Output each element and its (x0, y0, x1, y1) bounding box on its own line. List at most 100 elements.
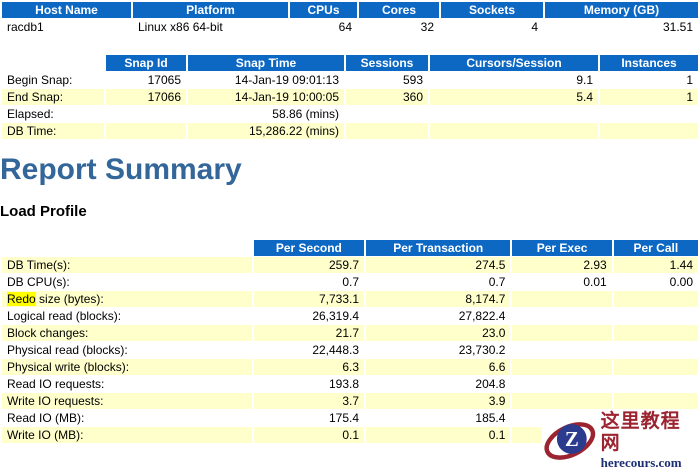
per-transaction-header: Per Transaction (366, 240, 511, 256)
metric-label-cell: Redo size (bytes): (2, 291, 252, 307)
metric-label-rest: size (bytes): (35, 292, 104, 306)
logical-read-metric-row: Logical read (blocks): 26,319.4 27,822.4 (2, 308, 698, 324)
per-transaction-cell: 23,730.2 (458, 343, 506, 357)
snap-time-cell: 14-Jan-19 10:00:05 (188, 89, 344, 105)
per-exec-cell (512, 359, 612, 375)
per-call-cell (613, 325, 698, 341)
sessions-cell (346, 106, 428, 122)
per-exec-cell: 2.93 (512, 257, 612, 273)
sockets-cell: 4 (531, 20, 538, 34)
per-second-cell: 7,733.1 (253, 291, 365, 307)
metric-label-cell: Write IO requests: (2, 393, 252, 409)
per-transaction-cell: 204.8 (475, 377, 506, 391)
per-second-cell: 175.4 (329, 411, 360, 425)
block-changes-metric-row: Block changes: 21.7 23.0 (2, 325, 698, 341)
snap-id-cell (106, 123, 186, 139)
snap-id-cell: 17066 (106, 89, 186, 105)
host-info-header-row: Host Name Platform CPUs Cores Sockets Me… (2, 2, 698, 18)
instances-cell (600, 123, 698, 139)
per-second-cell: 193.8 (329, 377, 360, 391)
metric-label-cell: DB CPU(s): (7, 275, 70, 289)
per-exec-cell (512, 393, 612, 409)
per-transaction-cell: 8,174.7 (366, 291, 511, 307)
elapsed-row: Elapsed: 58.86 (mins) (2, 106, 698, 122)
logo-letter: Z (565, 427, 579, 451)
snap-id-cell (106, 106, 186, 122)
row-label-cell: Begin Snap: (7, 73, 73, 87)
metric-label-cell: Logical read (blocks): (7, 309, 122, 323)
host-name-cell: racdb1 (7, 20, 44, 34)
load-profile-title: Load Profile (0, 203, 87, 220)
metric-label-cell: Write IO (MB): (2, 427, 252, 443)
snap-time-cell: 14-Jan-19 09:01:13 (234, 73, 339, 87)
per-transaction-cell: 274.5 (366, 257, 511, 273)
load-profile-table: Per Second Per Transaction Per Exec Per … (0, 239, 700, 444)
physical-read-metric-row: Physical read (blocks): 22,448.3 23,730.… (2, 342, 698, 358)
memory-header: Memory (GB) (545, 2, 698, 18)
metric-label-cell: Read IO requests: (7, 377, 105, 391)
per-exec-cell (512, 325, 612, 341)
per-call-cell (614, 342, 698, 358)
memory-cell: 31.51 (662, 20, 693, 34)
per-call-cell (614, 376, 698, 392)
host-name-header: Host Name (2, 2, 131, 18)
per-exec-cell (512, 342, 611, 358)
per-call-cell (614, 308, 698, 324)
read-io-requests-metric-row: Read IO requests: 193.8 204.8 (2, 376, 698, 392)
read-io-mb-metric-row: Read IO (MB): 175.4 185.4 (2, 410, 698, 426)
row-label-cell: End Snap: (2, 89, 104, 105)
per-transaction-cell: 6.6 (366, 359, 511, 375)
snap-id-header: Snap Id (106, 55, 186, 71)
instances-cell: 1 (686, 73, 693, 87)
per-transaction-cell: 185.4 (475, 411, 506, 425)
snapshot-blank-header (2, 55, 104, 71)
sockets-header: Sockets (441, 2, 543, 18)
platform-cell: Linux x86 64-bit (138, 20, 223, 34)
cursors-cell: 9.1 (576, 73, 593, 87)
sessions-cell: 360 (346, 89, 428, 105)
site-watermark: Z 这里教程网 herecours.com (542, 409, 700, 471)
metric-label-cell: DB Time(s): (2, 257, 252, 273)
per-transaction-cell: 0.7 (488, 275, 506, 289)
per-call-cell (613, 359, 698, 375)
host-info-row: racdb1 Linux x86 64-bit 64 32 4 31.51 (2, 19, 698, 35)
per-transaction-cell: 27,822.4 (458, 309, 506, 323)
search-highlight: Redo (7, 292, 36, 306)
cores-header: Cores (359, 2, 439, 18)
metric-label-cell: Read IO (MB): (7, 411, 85, 425)
write-io-requests-metric-row: Write IO requests: 3.7 3.9 (2, 393, 698, 409)
row-label-cell: Elapsed: (7, 107, 54, 121)
cores-cell: 32 (420, 20, 434, 34)
instances-header: Instances (600, 55, 698, 71)
report-summary-title: Report Summary (0, 153, 242, 186)
per-call-cell (613, 291, 698, 307)
per-second-cell: 21.7 (253, 325, 365, 341)
physical-write-metric-row: Physical write (blocks): 6.3 6.6 (2, 359, 698, 375)
per-exec-header: Per Exec (512, 240, 612, 256)
per-second-cell: 3.7 (253, 393, 365, 409)
row-label-cell: DB Time: (2, 123, 104, 139)
per-exec-cell: 0.01 (583, 275, 607, 289)
host-info-table: Host Name Platform CPUs Cores Sockets Me… (0, 1, 700, 36)
per-call-cell: 0.00 (669, 275, 693, 289)
per-call-cell (613, 393, 698, 409)
sessions-header: Sessions (346, 55, 428, 71)
per-second-cell: 6.3 (253, 359, 365, 375)
per-second-cell: 259.7 (253, 257, 365, 273)
per-call-cell: 1.44 (613, 257, 698, 273)
per-second-cell: 0.7 (342, 275, 360, 289)
per-second-cell: 22,448.3 (312, 343, 360, 357)
redo-size-metric-row: Redo size (bytes): 7,733.1 8,174.7 (2, 291, 698, 307)
cursors-header: Cursors/Session (430, 55, 598, 71)
snap-time-header: Snap Time (188, 55, 344, 71)
watermark-text: 这里教程网 herecours.com (601, 411, 700, 470)
per-transaction-cell: 3.9 (366, 393, 511, 409)
snap-time-cell: 15,286.22 (mins) (188, 123, 344, 139)
cursors-cell (430, 123, 598, 139)
site-name-chinese: 这里教程网 (600, 410, 681, 454)
load-profile-header-row: Per Second Per Transaction Per Exec Per … (2, 240, 698, 256)
per-second-cell: 26,319.4 (312, 309, 360, 323)
site-domain: herecours.com (600, 454, 682, 470)
per-transaction-cell: 23.0 (366, 325, 511, 341)
sessions-cell (346, 123, 428, 139)
